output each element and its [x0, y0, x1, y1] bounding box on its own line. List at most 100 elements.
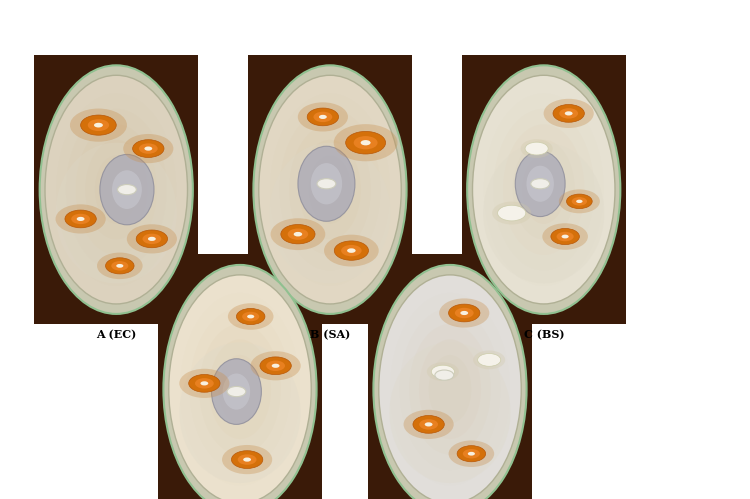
Ellipse shape [164, 265, 316, 499]
Ellipse shape [40, 65, 193, 314]
Ellipse shape [374, 265, 526, 499]
Ellipse shape [457, 446, 485, 462]
Ellipse shape [76, 217, 85, 221]
Ellipse shape [294, 232, 302, 237]
Ellipse shape [542, 223, 588, 250]
Ellipse shape [478, 353, 501, 366]
Ellipse shape [334, 241, 368, 260]
Ellipse shape [427, 362, 459, 381]
Ellipse shape [112, 170, 142, 209]
Ellipse shape [526, 166, 554, 202]
Bar [462, 55, 626, 324]
Ellipse shape [116, 264, 123, 268]
Ellipse shape [179, 369, 230, 398]
Ellipse shape [260, 357, 291, 375]
Ellipse shape [413, 416, 444, 433]
Ellipse shape [106, 258, 134, 274]
Ellipse shape [71, 214, 90, 224]
Ellipse shape [269, 143, 391, 283]
Ellipse shape [334, 124, 398, 161]
Ellipse shape [468, 452, 475, 456]
Text: C (BS): C (BS) [524, 329, 564, 340]
Ellipse shape [525, 142, 548, 155]
Ellipse shape [195, 378, 214, 389]
Ellipse shape [243, 458, 251, 462]
Ellipse shape [562, 235, 568, 239]
Ellipse shape [347, 249, 355, 253]
Ellipse shape [354, 136, 377, 149]
Ellipse shape [440, 298, 489, 328]
Ellipse shape [238, 455, 256, 465]
Ellipse shape [559, 190, 600, 213]
Ellipse shape [259, 75, 401, 304]
Ellipse shape [515, 151, 566, 217]
Ellipse shape [123, 134, 173, 163]
Bar [158, 254, 322, 499]
Ellipse shape [324, 235, 379, 266]
Ellipse shape [346, 131, 386, 154]
Ellipse shape [169, 275, 311, 499]
Ellipse shape [232, 451, 262, 469]
Ellipse shape [310, 163, 342, 205]
Ellipse shape [219, 355, 261, 424]
Ellipse shape [145, 147, 152, 151]
Ellipse shape [404, 410, 454, 439]
Ellipse shape [81, 115, 116, 135]
Ellipse shape [97, 252, 142, 279]
Bar [248, 55, 412, 324]
Ellipse shape [251, 351, 301, 380]
Ellipse shape [576, 200, 583, 203]
Ellipse shape [460, 311, 468, 315]
Ellipse shape [211, 359, 261, 424]
Ellipse shape [309, 155, 351, 224]
Ellipse shape [556, 232, 574, 242]
Ellipse shape [100, 155, 154, 225]
Ellipse shape [361, 140, 370, 145]
Ellipse shape [94, 155, 138, 224]
Ellipse shape [271, 218, 326, 250]
Ellipse shape [127, 224, 177, 253]
Bar [368, 254, 532, 499]
Ellipse shape [136, 230, 167, 248]
Ellipse shape [454, 308, 474, 318]
Ellipse shape [341, 245, 362, 256]
Ellipse shape [88, 119, 109, 131]
Ellipse shape [142, 234, 161, 244]
Ellipse shape [473, 350, 506, 369]
Text: A (EC): A (EC) [96, 329, 136, 340]
Ellipse shape [550, 229, 579, 245]
Ellipse shape [419, 419, 438, 430]
Ellipse shape [431, 365, 454, 378]
Ellipse shape [520, 139, 553, 158]
Bar [34, 55, 198, 324]
Ellipse shape [429, 355, 471, 424]
Ellipse shape [227, 386, 246, 397]
Ellipse shape [566, 194, 592, 209]
Ellipse shape [314, 112, 332, 122]
Ellipse shape [553, 104, 584, 122]
Ellipse shape [70, 109, 127, 142]
Ellipse shape [463, 449, 480, 459]
Ellipse shape [266, 361, 285, 371]
Ellipse shape [272, 364, 280, 368]
Ellipse shape [467, 65, 620, 314]
Ellipse shape [280, 225, 315, 244]
Ellipse shape [317, 179, 336, 189]
Ellipse shape [56, 143, 177, 283]
Ellipse shape [148, 237, 156, 241]
Ellipse shape [65, 210, 96, 228]
Text: B (SA): B (SA) [310, 329, 350, 340]
Ellipse shape [424, 422, 433, 427]
Ellipse shape [133, 140, 164, 158]
Ellipse shape [572, 197, 587, 206]
Ellipse shape [200, 381, 208, 385]
Ellipse shape [236, 308, 265, 324]
Ellipse shape [223, 374, 251, 410]
Ellipse shape [544, 99, 594, 128]
Ellipse shape [139, 143, 158, 154]
Ellipse shape [111, 261, 128, 270]
Ellipse shape [379, 275, 521, 499]
Ellipse shape [497, 205, 526, 221]
Ellipse shape [565, 111, 572, 115]
Ellipse shape [319, 115, 327, 119]
